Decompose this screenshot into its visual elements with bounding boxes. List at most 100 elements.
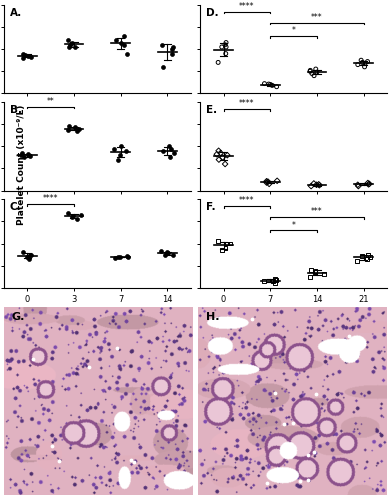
Point: [111, 144, 117, 152]
Point: [161, 250, 168, 258]
Point: [25, 52, 31, 60]
Point: [314, 68, 320, 76]
Point: [160, 147, 167, 155]
Point: [170, 252, 176, 260]
Point: [159, 41, 165, 49]
Point: [22, 51, 28, 59]
Point: [219, 246, 225, 254]
Point: [169, 45, 175, 53]
Point: [27, 152, 33, 160]
Text: ****: ****: [239, 2, 255, 11]
Point: [19, 149, 25, 157]
Text: **: **: [47, 97, 54, 106]
Point: [307, 66, 314, 74]
Point: [314, 181, 320, 189]
Point: [66, 122, 72, 130]
Text: *: *: [292, 26, 296, 36]
Point: [113, 36, 120, 44]
Point: [72, 43, 79, 51]
Point: [313, 65, 319, 73]
Point: [215, 147, 222, 155]
Point: [167, 154, 173, 162]
Point: [118, 38, 124, 46]
Point: [28, 53, 34, 61]
Point: [355, 182, 362, 190]
Point: [222, 160, 228, 168]
Text: Platelet Count (x10⁻⁹/L): Platelet Count (x10⁻⁹/L): [17, 105, 26, 225]
Point: [367, 253, 373, 261]
Text: F.: F.: [206, 202, 215, 212]
Point: [20, 248, 26, 256]
Text: E.: E.: [206, 105, 217, 115]
Point: [359, 58, 366, 66]
Point: [74, 127, 80, 135]
Point: [166, 142, 172, 150]
Text: H.: H.: [206, 312, 219, 322]
Point: [316, 180, 322, 188]
Text: D.: D.: [206, 8, 219, 18]
Point: [364, 255, 370, 263]
Point: [160, 63, 167, 71]
Text: ****: ****: [239, 196, 255, 205]
Point: [76, 124, 83, 132]
Point: [311, 180, 317, 188]
Point: [362, 60, 368, 68]
Point: [20, 54, 26, 62]
Point: [312, 268, 318, 276]
Point: [70, 212, 76, 220]
Point: [165, 249, 171, 257]
Point: [353, 257, 360, 265]
Point: [274, 177, 280, 185]
Point: [270, 276, 276, 284]
Point: [273, 276, 279, 283]
Point: [27, 250, 33, 258]
Point: [219, 43, 225, 51]
Point: [115, 156, 121, 164]
Point: [365, 179, 371, 187]
Point: [115, 253, 121, 261]
Point: [307, 272, 313, 280]
Point: [308, 266, 314, 274]
Point: [219, 154, 226, 162]
Point: [158, 248, 164, 256]
Point: [222, 50, 229, 58]
Point: [170, 43, 177, 51]
Point: [20, 50, 27, 58]
Text: *: *: [292, 220, 296, 230]
Point: [168, 144, 174, 152]
Point: [222, 41, 228, 49]
Text: C.: C.: [9, 202, 21, 212]
Point: [274, 82, 280, 90]
Point: [65, 126, 71, 134]
Point: [164, 248, 170, 256]
Point: [111, 254, 118, 262]
Point: [123, 147, 129, 155]
Point: [265, 80, 272, 88]
Text: ***: ***: [311, 13, 323, 22]
Point: [308, 182, 314, 190]
Point: [28, 252, 34, 260]
X-axis label: Days Post Injection: Days Post Injection: [48, 307, 146, 316]
Point: [67, 41, 74, 49]
Point: [355, 181, 361, 189]
Point: [214, 150, 220, 158]
Text: B.: B.: [9, 105, 22, 115]
Point: [364, 58, 371, 66]
Point: [26, 255, 32, 263]
Point: [272, 275, 278, 283]
Point: [65, 208, 72, 216]
Point: [216, 156, 222, 164]
Point: [24, 253, 30, 261]
Point: [223, 38, 229, 46]
Point: [266, 180, 272, 188]
Point: [269, 82, 275, 90]
Point: [265, 178, 271, 186]
Point: [69, 213, 75, 221]
Point: [355, 60, 361, 68]
Point: [359, 252, 365, 260]
Point: [365, 180, 371, 188]
Point: [77, 211, 84, 219]
Point: [215, 58, 221, 66]
Point: [214, 238, 221, 246]
Point: [65, 36, 71, 44]
